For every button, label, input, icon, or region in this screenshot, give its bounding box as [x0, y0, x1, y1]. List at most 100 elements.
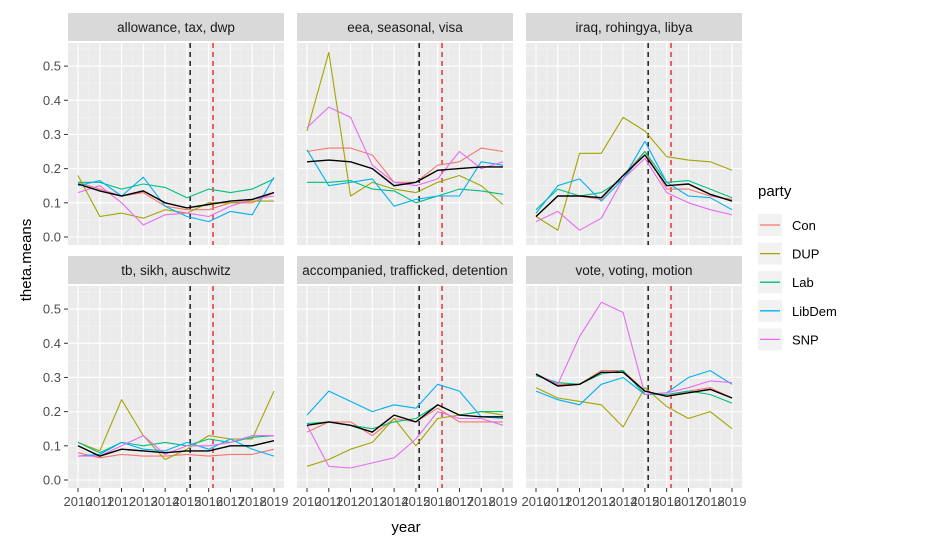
mean-line [306, 403, 503, 433]
series-line-lab [307, 180, 504, 204]
legend-label: Lab [792, 275, 814, 290]
x-tick-label: 2013 [587, 494, 616, 509]
facet-title: eea, seasonal, visa [347, 20, 463, 35]
mean-line [535, 371, 733, 399]
y-tick-label: 0.0 [43, 473, 61, 488]
legend-item: LibDem [758, 299, 837, 322]
y-tick-label: 0.5 [43, 59, 61, 74]
facet-panel: accompanied, trafficked, detention [297, 256, 513, 488]
series-line-con [306, 147, 504, 183]
series-line-con [77, 448, 275, 459]
facet-strip [526, 256, 742, 284]
series-line-libdem [535, 140, 733, 214]
x-axis-title: year [391, 519, 420, 536]
x-tick-label: 2013 [129, 494, 158, 509]
x-tick-label: 2011 [86, 494, 114, 509]
facet-strip [68, 256, 284, 284]
mean-line [77, 440, 275, 457]
facet-strip [297, 256, 513, 284]
facet-title: iraq, rohingya, libya [575, 20, 693, 35]
x-tick-label: 2015 [172, 494, 201, 509]
y-tick-label: 0.4 [43, 93, 61, 108]
facet-title: tb, sikh, auschwitz [121, 263, 231, 278]
series-line-snp [77, 185, 275, 226]
facet-panel: allowance, tax, dwp [68, 13, 284, 245]
x-tick-label: 2017 [216, 494, 245, 509]
legend-label: DUP [792, 247, 819, 262]
x-tick-label: 2018 [238, 494, 267, 509]
y-tick-label: 0.1 [43, 195, 61, 210]
x-tick-label: 2017 [674, 494, 703, 509]
x-tick-label: 2015 [630, 494, 659, 509]
facet-title: allowance, tax, dwp [117, 20, 235, 35]
series-line-snp [78, 435, 274, 457]
y-tick-label: 0.2 [43, 161, 61, 176]
x-tick-label: 2019 [260, 494, 289, 509]
facet-title: vote, voting, motion [575, 263, 692, 278]
x-tick-label: 2012 [565, 494, 594, 509]
legend-item: DUP [758, 242, 819, 265]
series-line-dup [306, 51, 504, 205]
legend-label: LibDem [792, 304, 837, 319]
legend: party Con DUP Lab LibDem SNP [758, 183, 837, 351]
x-tick-label: 2013 [358, 494, 387, 509]
series-line-dup [535, 116, 733, 231]
facet-strip [526, 13, 742, 41]
facet-strip [68, 13, 284, 41]
facet-panel: tb, sikh, auschwitz [68, 256, 284, 488]
facet-panel: vote, voting, motion [526, 256, 742, 488]
y-tick-label: 0.0 [43, 230, 61, 245]
x-tick-label: 2018 [467, 494, 496, 509]
series-line-libdem [77, 438, 275, 457]
x-tick-label: 2017 [445, 494, 474, 509]
legend-title: party [758, 183, 792, 200]
legend-label: SNP [792, 332, 819, 347]
mean-line [535, 153, 733, 218]
x-tick-label: 2016 [652, 494, 681, 509]
facet-panel: iraq, rohingya, libya [526, 13, 742, 245]
series-line-snp [306, 411, 504, 469]
series-line-libdem [535, 370, 733, 406]
x-tick-label: 2016 [423, 494, 452, 509]
x-tick-label: 2010 [293, 494, 322, 509]
series-line-libdem [77, 176, 275, 223]
x-tick-label: 2015 [401, 494, 430, 509]
y-tick-label: 0.2 [43, 404, 61, 419]
series-line-libdem [306, 149, 504, 207]
x-tick-label: 2011 [315, 494, 343, 509]
x-tick-label: 2012 [107, 494, 136, 509]
legend-label: Con [792, 218, 816, 233]
axes: 0.0 0.1 0.2 0.3 0.4 0.5 0.0 0.1 0.2 0.3 0.4 0.5 2010… [43, 59, 747, 509]
facet-title: accompanied, trafficked, detention [302, 263, 507, 278]
x-tick-label: 2019 [718, 494, 747, 509]
y-tick-label: 0.5 [43, 302, 61, 317]
facet-panels: allowance, tax, dwp eea, seasonal, visa ir… [68, 13, 742, 488]
y-tick-label: 0.1 [43, 438, 61, 453]
y-axis-title: theta.means [18, 219, 35, 302]
x-tick-label: 2019 [489, 494, 518, 509]
x-tick-label: 2014 [151, 494, 180, 509]
x-tick-label: 2014 [380, 494, 409, 509]
series-line-lab [78, 178, 275, 199]
mean-line [77, 183, 275, 209]
legend-item: SNP [758, 328, 819, 351]
x-tick-label: 2011 [544, 494, 572, 509]
facet-strip [297, 13, 513, 41]
y-tick-label: 0.3 [43, 127, 61, 142]
x-tick-label: 2018 [696, 494, 725, 509]
facet-panel: eea, seasonal, visa [297, 13, 513, 245]
x-tick-label: 2016 [194, 494, 223, 509]
x-tick-label: 2012 [336, 494, 365, 509]
series-line-lab [77, 435, 275, 454]
mean-line [306, 159, 503, 187]
legend-item: Con [758, 214, 816, 236]
legend-item: Lab [758, 271, 814, 294]
y-tick-label: 0.4 [43, 336, 61, 351]
series-line-snp [535, 157, 733, 231]
x-tick-label: 2010 [64, 494, 93, 509]
series-line-libdem [306, 383, 504, 420]
x-tick-label: 2010 [522, 494, 551, 509]
y-tick-label: 0.3 [43, 370, 61, 385]
x-tick-label: 2014 [609, 494, 638, 509]
